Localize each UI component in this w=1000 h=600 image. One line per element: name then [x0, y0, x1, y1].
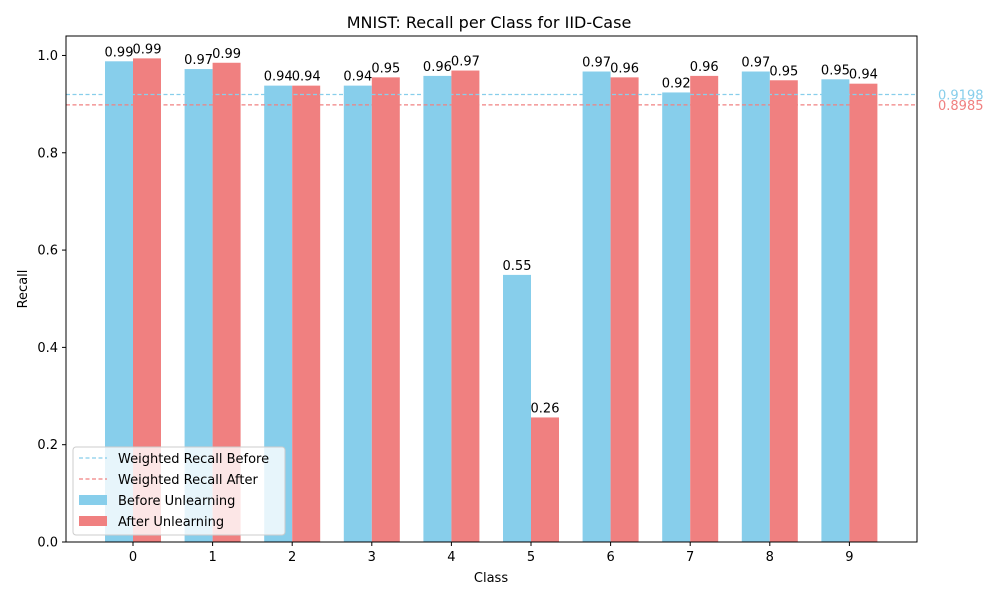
legend-label: Weighted Recall Before	[118, 452, 269, 467]
bar-after-class-8	[769, 80, 798, 543]
bar-before-class-7	[662, 92, 691, 542]
x-tick-label: 5	[527, 550, 535, 565]
bar-after-class-7	[690, 75, 719, 543]
data-label-before-class-8: 0.97	[741, 56, 770, 71]
y-tick-label: 0.4	[37, 341, 58, 356]
y-tick-label: 0.8	[37, 146, 58, 161]
legend-swatch-after	[79, 516, 107, 526]
x-axis-label: Class	[474, 571, 508, 586]
x-tick-label: 1	[208, 550, 216, 565]
y-tick-label: 0.6	[37, 244, 58, 259]
reference-value-label-after: 0.8985	[938, 99, 984, 114]
bar-before-class-6	[582, 71, 611, 543]
data-label-before-class-1: 0.97	[184, 53, 213, 68]
y-tick-label: 0.2	[37, 438, 58, 453]
legend: Weighted Recall Before Weighted Recall Af…	[72, 446, 286, 536]
legend-box	[72, 446, 286, 536]
data-label-after-class-9: 0.94	[849, 68, 878, 83]
bar-before-class-4	[423, 75, 452, 543]
y-axis-label: Recall	[16, 270, 31, 309]
x-tick-label: 3	[368, 550, 376, 565]
bar-before-class-5	[503, 274, 531, 542]
x-tick-label: 9	[845, 550, 853, 565]
data-label-before-class-5: 0.55	[503, 259, 532, 274]
data-label-after-class-4: 0.97	[451, 55, 480, 70]
data-label-after-class-5: 0.26	[531, 401, 560, 416]
data-label-before-class-6: 0.97	[582, 56, 611, 71]
bar-after-class-5	[531, 417, 559, 542]
legend-label: Weighted Recall After	[118, 473, 258, 488]
x-tick-label: 7	[686, 550, 694, 565]
plot-frame	[65, 35, 918, 543]
x-tick-label: 4	[447, 550, 455, 565]
x-tick-label: 6	[606, 550, 614, 565]
data-label-before-class-2: 0.94	[264, 70, 293, 85]
chart-title: MNIST: Recall per Class for IID-Case	[347, 13, 632, 32]
legend-label: Before Unlearning	[118, 494, 235, 509]
data-label-before-class-4: 0.96	[423, 60, 452, 75]
y-tick-label: 1.0	[37, 49, 58, 64]
data-label-after-class-6: 0.96	[610, 61, 639, 76]
x-tick-label: 0	[129, 550, 137, 565]
bar-after-class-2	[292, 85, 321, 542]
bar-after-class-6	[610, 77, 639, 542]
data-label-after-class-7: 0.96	[690, 60, 719, 75]
x-tick-label: 2	[288, 550, 296, 565]
data-label-after-class-0: 0.99	[133, 42, 162, 57]
bar-before-class-8	[741, 71, 770, 543]
data-label-after-class-3: 0.95	[371, 61, 400, 76]
bar-after-class-9	[849, 83, 878, 542]
data-label-before-class-7: 0.92	[662, 76, 691, 91]
data-label-after-class-1: 0.99	[212, 47, 241, 62]
reference-value-label-before: 0.9198	[938, 88, 984, 103]
data-label-after-class-8: 0.95	[769, 64, 798, 79]
bar-after-class-3	[371, 77, 400, 542]
data-label-before-class-0: 0.99	[105, 45, 134, 60]
bar-after-class-4	[451, 70, 480, 543]
legend-label: After Unlearning	[118, 515, 224, 530]
x-tick-label: 8	[766, 550, 774, 565]
y-tick-label: 0.0	[37, 536, 58, 551]
data-label-before-class-9: 0.95	[821, 63, 850, 78]
data-label-after-class-2: 0.94	[292, 70, 321, 85]
data-label-before-class-3: 0.94	[343, 70, 372, 85]
legend-swatch-before	[79, 495, 107, 505]
bar-before-class-9	[821, 79, 850, 542]
bar-before-class-3	[343, 85, 372, 542]
